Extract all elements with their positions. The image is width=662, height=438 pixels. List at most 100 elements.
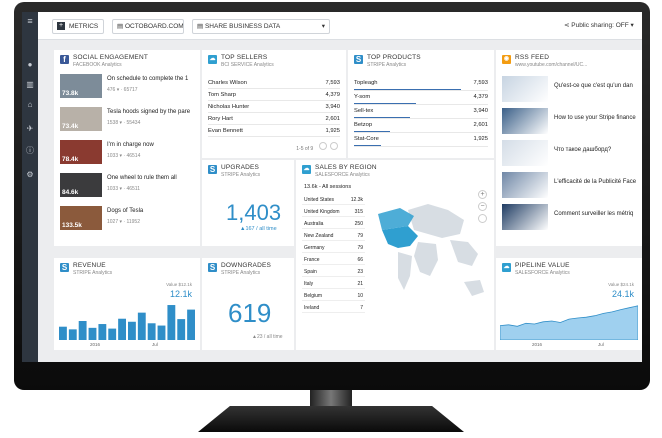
product-row: Betzop 2,601 [354,120,488,133]
rss-item[interactable]: How to use your Stripe finance [502,108,638,136]
metrics-button[interactable]: + METRICS [52,19,104,34]
revenue-bar [98,324,107,340]
dashboard-icon[interactable]: ▥ [26,80,34,89]
top-sellers-panel: ☁ TOP SELLERS BCI SERVICE Analytics Char… [202,50,346,158]
share-selector[interactable]: ▤ SHARE BUSINESS DATA ▾ [192,19,330,34]
rss-thumbnail [502,204,548,230]
rss-item[interactable]: L'efficacité de la Publicité Face [502,172,638,200]
pipeline-value-label: Value $24.1k [608,282,634,287]
map-asia-east [450,240,478,266]
pagination-dots[interactable] [560,240,581,246]
top-products-panel: S TOP PRODUCTS STRIPE Analytics Topleagh… [348,50,494,158]
pagination-dots[interactable] [110,240,138,246]
user-icon[interactable]: ● [27,60,33,69]
region-name: United Kingdom [304,209,340,215]
share-label: SHARE BUSINESS DATA [204,23,281,30]
social-post[interactable]: 133.5k Dogs of Tesla 1027 ▾ · 11952 [60,206,194,232]
rss-thumbnail [502,140,548,166]
social-engagement-panel: f SOCIAL ENGAGEMENT FACEBOOK Analytics 7… [54,50,200,246]
pager[interactable]: 1-5 of 9 [296,142,338,152]
revenue-bar [108,328,117,340]
seller-value: 3,940 [325,104,340,110]
product-row: Sell-tex 3,940 [354,106,488,119]
next-page-button[interactable] [330,142,338,150]
zoom-in-button[interactable]: + [478,190,487,199]
post-title: One wheel to rule them all [107,175,177,181]
region-row: France 66 [302,254,365,265]
top-bar: + METRICS ▤ OCTOBOARD.COM ▾ ▤ SHARE BUSIN… [38,12,642,40]
zoom-out-button[interactable]: − [478,202,487,211]
region-row: Australia 250 [302,218,365,229]
share-network-icon: ⋖ [564,22,572,29]
post-reach-value: 84.6k [62,189,79,196]
rss-item[interactable]: Что такое дашборд? [502,140,638,168]
panel-title: PIPELINE VALUE [515,262,570,269]
seller-value: 7,593 [325,80,340,86]
region-name: France [304,257,320,263]
social-post[interactable]: 73.8k On schedule to complete the 1 476 ▾ … [60,74,194,100]
social-post[interactable]: 73.4k Tesla hoods signed by the pare 1538 … [60,107,194,133]
pipeline-value: 24.1k [611,289,634,299]
panel-title: TOP SELLERS [221,54,268,61]
panel-title: UPGRADES [221,164,260,171]
seller-row: Charles Wilson 7,593 [208,78,340,89]
pipeline-area-chart [500,305,638,340]
rss-title: L'efficacité de la Publicité Face [554,179,637,185]
product-name: Topleagh [354,80,378,86]
region-name: Germany [304,245,325,251]
rocket-icon[interactable]: ✈ [26,124,34,133]
zoom-reset-button[interactable] [478,214,487,223]
post-meta: 1027 ▾ · 11952 [107,219,140,225]
downgrades-delta: ▲23 / all time [252,334,283,340]
social-post[interactable]: 84.6k One wheel to rule them all 1033 ▾ · … [60,173,194,199]
rss-title: Comment surveiller les métriq [554,211,634,217]
social-post[interactable]: 78.4k I'm in charge now 1033 ▾ · 46514 [60,140,194,166]
stripe-icon: S [208,165,217,174]
post-title: On schedule to complete the 1 [107,76,189,82]
pipeline-area [500,305,638,340]
region-value: 10 [357,293,363,299]
cloud-icon: ☁ [302,165,311,174]
menu-icon[interactable]: ≡ [27,16,33,26]
downgrades-panel: S DOWNGRADES STRIPE Analytics 619 ▲23 / … [202,258,294,350]
map-australia [464,280,484,296]
region-name: Ireland [304,305,320,311]
post-title: Dogs of Tesla [107,208,144,214]
region-value: 23 [357,269,363,275]
post-thumbnail: 78.4k [60,140,102,164]
post-reach-value: 73.4k [62,123,79,130]
seller-name: Charles Wilson [208,80,247,86]
product-bar [354,102,417,104]
bank-icon[interactable]: ⌂ [27,100,33,109]
post-meta: 1033 ▾ · 46511 [107,186,140,192]
revenue-bar-chart [59,305,195,340]
panel-subtitle: BCI SERVICE Analytics [221,62,274,68]
region-row: Ireland 7 [302,302,365,313]
upgrades-value: 1,403 [226,200,282,225]
info-icon[interactable]: ⓘ [26,146,34,155]
public-sharing-toggle[interactable]: ⋖ Public sharing: OFF ▾ [560,19,640,34]
seller-name: Evan Bennett [208,128,243,134]
product-row: Y-som 4,379 [354,92,488,105]
post-meta: 1033 ▾ · 46514 [107,153,141,159]
settings-icon[interactable]: ⚙ [26,170,34,179]
prev-page-button[interactable] [318,142,327,150]
product-value: 3,940 [473,108,488,114]
chevron-down-icon: ▾ [321,23,325,30]
post-reach-value: 78.4k [62,156,79,163]
rss-item[interactable]: Qu'est-ce que c'est qu'un dan [502,76,638,104]
revenue-bar [147,323,156,340]
panel-title: SOCIAL ENGAGEMENT [73,54,149,61]
rss-title: Qu'est-ce que c'est qu'un dan [554,83,633,89]
post-meta: 476 ▾ · 65717 [107,87,138,93]
product-value: 7,593 [473,80,488,86]
map-europe-asia [408,204,464,238]
region-value: 12.3k [350,197,363,203]
panel-title: SALES BY REGION [315,164,377,171]
region-value: 79 [357,245,363,251]
product-bar [354,88,462,90]
panel-title: REVENUE [73,262,106,269]
rss-item[interactable]: Comment surveiller les métriq [502,204,638,232]
region-row: Germany 79 [302,242,365,253]
site-selector[interactable]: ▤ OCTOBOARD.COM ▾ [112,19,184,34]
